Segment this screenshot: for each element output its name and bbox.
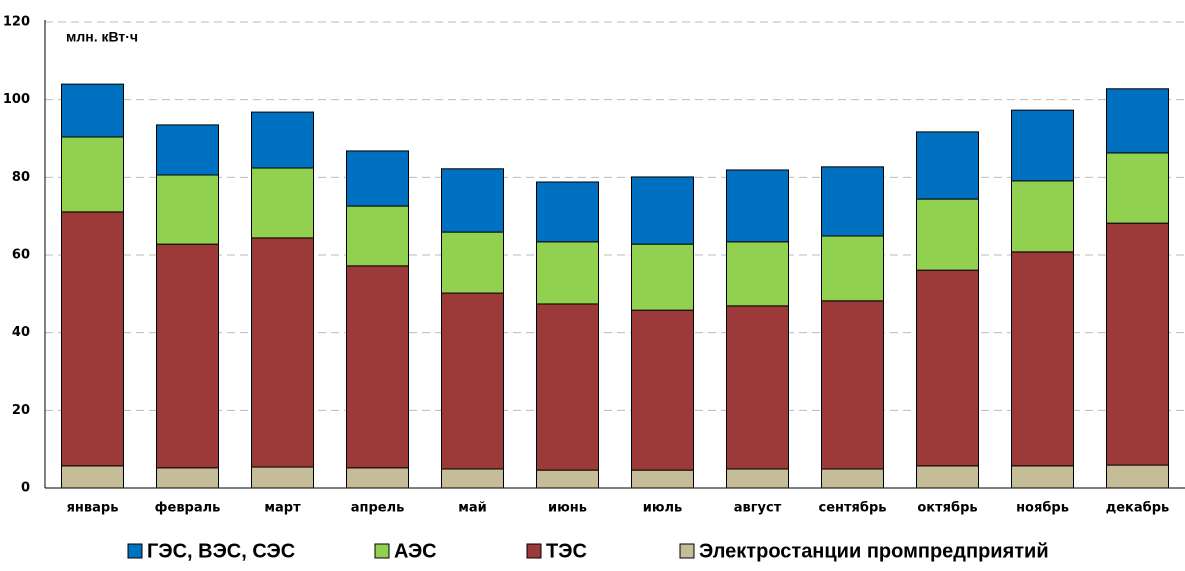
y-tick-label: 20: [12, 403, 30, 418]
legend-swatch: [526, 543, 542, 559]
bar-segment: [631, 309, 694, 471]
bar-segment: [821, 300, 884, 470]
bar-segment: [1011, 180, 1074, 253]
bar-segment: [61, 136, 124, 213]
bar-segment: [821, 166, 884, 237]
y-tick-label: 120: [3, 15, 30, 30]
bar-segment: [631, 469, 694, 489]
x-tick-label: июль: [643, 501, 683, 516]
x-tick-label: август: [734, 501, 782, 516]
bar-segment: [916, 198, 979, 271]
x-tick-label: ноябрь: [1016, 501, 1069, 516]
bar-segment: [916, 131, 979, 200]
bar-segment: [156, 124, 219, 176]
x-tick-label: апрель: [351, 501, 405, 516]
legend-swatch: [374, 543, 390, 559]
bar-segment: [916, 269, 979, 467]
bar-segment: [61, 465, 124, 489]
bar-segment: [61, 211, 124, 467]
x-tick-label: февраль: [155, 501, 221, 516]
bar-segment: [726, 169, 789, 243]
bar-segment: [821, 468, 884, 489]
bar-segment: [536, 181, 599, 243]
bar-segment: [726, 468, 789, 489]
y-tick-label: 100: [3, 92, 30, 107]
x-tick-label: январь: [67, 501, 119, 516]
bar-segment: [1011, 109, 1074, 182]
y-tick-label: 60: [12, 248, 30, 263]
x-tick-label: декабрь: [1106, 501, 1170, 516]
bar-segment: [631, 243, 694, 311]
bar-segment: [1011, 251, 1074, 467]
y-tick-label: 80: [12, 170, 30, 185]
x-tick-label: май: [458, 501, 487, 516]
bar-segment: [1106, 464, 1169, 489]
x-tick-label: сентябрь: [819, 501, 887, 516]
bar-segment: [1106, 152, 1169, 224]
legend-swatch: [679, 543, 695, 559]
bar-segment: [156, 174, 219, 245]
bar-segment: [1106, 88, 1169, 154]
legend-swatch: [127, 543, 143, 559]
bar-segment: [1106, 222, 1169, 466]
legend-label: АЭС: [394, 540, 437, 562]
bar-segment: [726, 241, 789, 307]
bar-segment: [251, 111, 314, 169]
bar-segment: [346, 150, 409, 207]
bar-segment: [441, 168, 504, 233]
bar-segment: [536, 303, 599, 471]
bar-segment: [916, 465, 979, 489]
y-tick-label: 0: [21, 481, 30, 496]
bar-segment: [536, 241, 599, 305]
bar-segment: [61, 83, 124, 138]
bar-segment: [536, 469, 599, 489]
x-tick-label: июнь: [548, 501, 587, 516]
bar-segment: [156, 243, 219, 469]
x-tick-label: октябрь: [917, 501, 977, 516]
legend-label: Электростанции промпредприятий: [699, 540, 1049, 562]
x-tick-label: март: [264, 501, 301, 516]
bar-segment: [346, 205, 409, 267]
legend-label: ГЭС, ВЭС, СЭС: [147, 540, 295, 562]
bar-segment: [156, 467, 219, 489]
bar-segment: [1011, 465, 1074, 489]
unit-label: млн. кВт·ч: [66, 29, 138, 45]
bar-segment: [441, 292, 504, 470]
bar-segment: [251, 237, 314, 468]
y-tick-label: 40: [12, 325, 30, 340]
bar-segment: [346, 467, 409, 489]
legend-label: ТЭС: [546, 540, 587, 562]
bar-segment: [346, 265, 409, 469]
bar-segment: [821, 235, 884, 302]
bar-segment: [726, 305, 789, 470]
bar-segment: [441, 468, 504, 489]
bar-segment: [441, 231, 504, 294]
bar-segment: [251, 466, 314, 489]
bar-segment: [631, 176, 694, 245]
bar-segment: [251, 167, 314, 239]
